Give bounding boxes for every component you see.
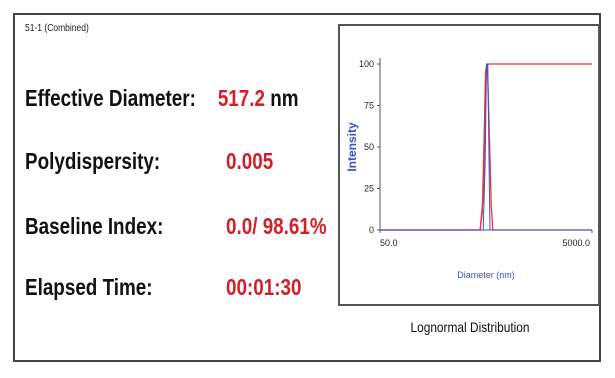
effective-diameter-value: 517.2 [217, 85, 266, 111]
baseline-index-row: Baseline Index: [25, 213, 163, 240]
elapsed-time-value-cell: 00:01:30 [226, 274, 302, 301]
y-tick-label: 0 [369, 225, 374, 235]
y-tick-label: 25 [364, 184, 374, 194]
polydispersity-row: Polydispersity: [25, 148, 160, 175]
effective-diameter-unit: nm [270, 85, 299, 111]
polydispersity-value: 0.005 [226, 148, 274, 174]
elapsed-time-row: Elapsed Time: [25, 274, 153, 301]
distribution-chart-svg: 100 75 50 25 0 50.0 5000.0 Intensity Diameter (n… [345, 58, 593, 280]
y-axis-label: Intensity [345, 122, 359, 172]
y-tick-label: 75 [364, 101, 374, 111]
x-axis-label: Diameter (nm) [457, 270, 515, 280]
x-tick-label: 5000.0 [562, 238, 590, 248]
polydispersity-label: Polydispersity: [25, 148, 161, 174]
baseline-index-value-cell: 0.0/ 98.61% [226, 213, 327, 240]
results-panel: 51-1 (Combined) Effective Diameter: 517.… [13, 13, 601, 362]
sample-title: 51-1 (Combined) [25, 23, 89, 34]
distribution-plot: 100 75 50 25 0 50.0 5000.0 Intensity Diameter (n… [338, 24, 600, 306]
chart-caption: Lognormal Distribution [410, 319, 530, 335]
baseline-index-value: 0.0/ 98.61% [226, 213, 327, 239]
elapsed-time-label: Elapsed Time: [25, 274, 153, 300]
elapsed-time-value: 00:01:30 [226, 274, 302, 300]
polydispersity-value-cell: 0.005 [226, 148, 273, 175]
effective-diameter-row: Effective Diameter: 517.2 nm [25, 85, 299, 112]
y-tick-label: 50 [364, 142, 374, 152]
baseline-index-label: Baseline Index: [25, 213, 164, 239]
x-tick-label: 50.0 [380, 238, 398, 248]
series-line-3 [380, 63, 592, 231]
y-tick-label: 100 [359, 59, 374, 69]
effective-diameter-label: Effective Diameter: [25, 85, 196, 111]
